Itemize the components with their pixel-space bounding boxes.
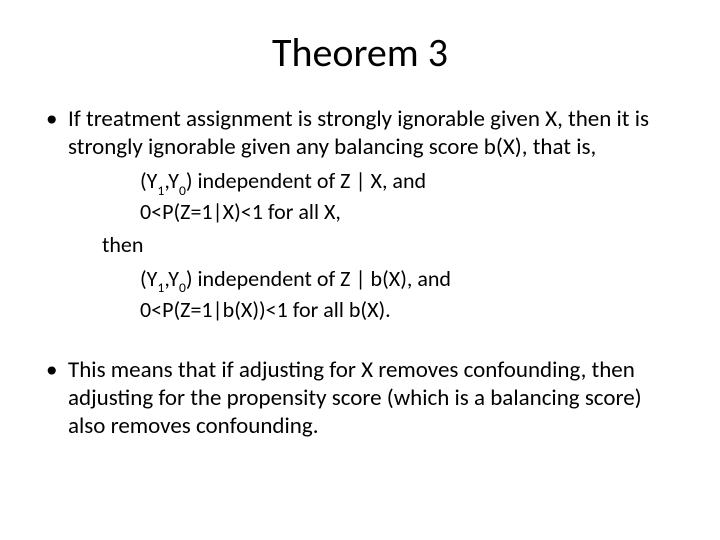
- slide-body: If treatment assignment is strongly igno…: [40, 105, 680, 440]
- premise-block: (Y1,Y0) independent of Z | X, and 0<P(Z=…: [140, 167, 680, 226]
- bullet-list-2: This means that if adjusting for X remov…: [40, 356, 680, 440]
- concl-1c: ) independent of Z | b(X), and: [186, 265, 451, 292]
- then-word: then: [102, 232, 680, 259]
- bullet-item-1: If treatment assignment is strongly igno…: [40, 105, 680, 324]
- conclusion-line-2: 0<P(Z=1|b(X))<1 for all b(X).: [140, 296, 680, 324]
- premise-1c: ) independent of Z | X, and: [186, 167, 426, 194]
- premise-1b: ,Y: [164, 167, 179, 194]
- premise-line-2: 0<P(Z=1|X)<1 for all X,: [140, 198, 680, 226]
- premise-line-1: (Y1,Y0) independent of Z | X, and: [140, 167, 680, 198]
- concl-1b: ,Y: [164, 265, 179, 292]
- bullet-list: If treatment assignment is strongly igno…: [40, 105, 680, 324]
- concl-1a: (Y: [140, 265, 157, 292]
- bullet-item-2: This means that if adjusting for X remov…: [40, 356, 680, 440]
- bullet-1-text: If treatment assignment is strongly igno…: [68, 105, 649, 161]
- premise-1a: (Y: [140, 167, 157, 194]
- subscript-1: 1: [157, 279, 164, 296]
- slide: Theorem 3 If treatment assignment is str…: [0, 0, 720, 540]
- subscript-0: 0: [179, 279, 186, 296]
- subscript-1: 1: [157, 182, 164, 199]
- conclusion-line-1: (Y1,Y0) independent of Z | b(X), and: [140, 265, 680, 296]
- slide-title: Theorem 3: [40, 28, 680, 77]
- spacer: [40, 338, 680, 356]
- conclusion-block: (Y1,Y0) independent of Z | b(X), and 0<P…: [140, 265, 680, 324]
- bullet-2-text: This means that if adjusting for X remov…: [68, 356, 642, 440]
- subscript-0: 0: [179, 182, 186, 199]
